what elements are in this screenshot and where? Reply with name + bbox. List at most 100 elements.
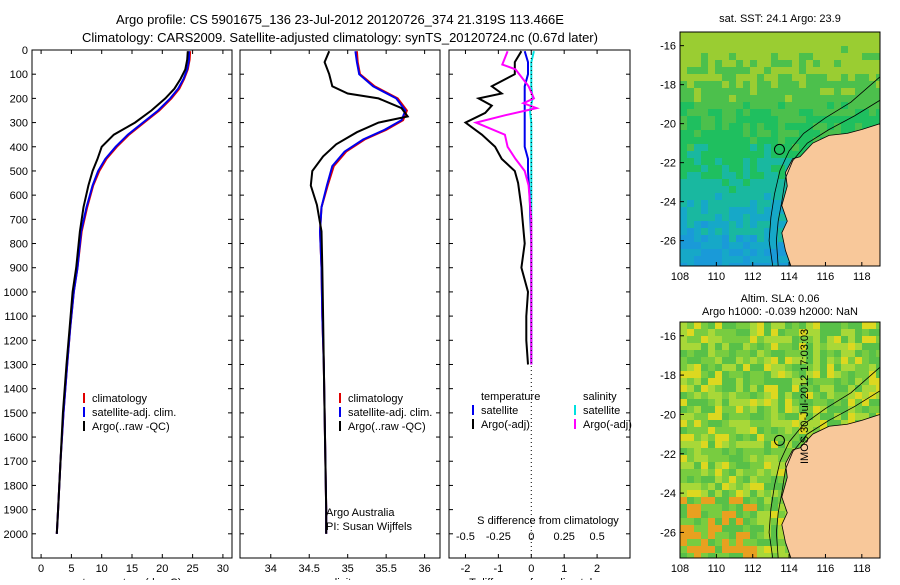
map-cell bbox=[785, 399, 792, 406]
map-cell bbox=[834, 109, 841, 116]
map-cell bbox=[827, 109, 834, 116]
map-cell bbox=[743, 179, 750, 186]
map-cell bbox=[820, 413, 827, 420]
map-cell bbox=[820, 74, 827, 81]
map-cell bbox=[708, 109, 715, 116]
map-cell bbox=[736, 81, 743, 88]
map-cell bbox=[701, 228, 708, 235]
map-cell bbox=[792, 130, 799, 137]
map-cell bbox=[778, 207, 785, 214]
map-cell bbox=[813, 123, 820, 130]
map-cell bbox=[743, 60, 750, 67]
map-cell bbox=[869, 406, 876, 413]
map-cell bbox=[771, 434, 778, 441]
map-cell bbox=[764, 525, 771, 532]
map-cell bbox=[778, 427, 785, 434]
salinity-panel: 3434.53535.536salinityclimatologysatelli… bbox=[239, 49, 441, 585]
map-cell bbox=[687, 95, 694, 102]
map-cell bbox=[715, 357, 722, 364]
map-cell bbox=[820, 81, 827, 88]
y-tick-label: 0 bbox=[22, 45, 28, 57]
map-cell bbox=[813, 39, 820, 46]
map-cell bbox=[715, 53, 722, 60]
y-tick-label: 700 bbox=[10, 214, 28, 226]
map-cell bbox=[778, 497, 785, 504]
map-cell bbox=[687, 392, 694, 399]
x-tick-label: 20 bbox=[156, 563, 168, 575]
map-cell bbox=[841, 116, 848, 123]
map-cell bbox=[799, 413, 806, 420]
map-cell bbox=[715, 109, 722, 116]
map-cell bbox=[750, 130, 757, 137]
map-cell bbox=[848, 329, 855, 336]
map-cell bbox=[750, 371, 757, 378]
map-cell bbox=[687, 46, 694, 53]
map-cell bbox=[694, 420, 701, 427]
map-cell bbox=[694, 130, 701, 137]
map-cell bbox=[750, 53, 757, 60]
map-cell bbox=[708, 532, 715, 539]
map-cell bbox=[708, 214, 715, 221]
map-cell bbox=[715, 539, 722, 546]
map-cell bbox=[694, 165, 701, 172]
map-cell bbox=[813, 385, 820, 392]
map-cell bbox=[799, 81, 806, 88]
map-cell bbox=[743, 406, 750, 413]
map-cell bbox=[680, 350, 687, 357]
map-cell bbox=[834, 371, 841, 378]
map-cell bbox=[792, 371, 799, 378]
map-cell bbox=[687, 228, 694, 235]
map-cell bbox=[736, 95, 743, 102]
y-tick-label: 500 bbox=[10, 166, 28, 178]
map-cell bbox=[736, 525, 743, 532]
map-cell bbox=[743, 553, 750, 558]
map-cell bbox=[806, 74, 813, 81]
map-cell bbox=[771, 130, 778, 137]
map-cell bbox=[736, 67, 743, 74]
map-cell bbox=[806, 364, 813, 371]
map-cell bbox=[785, 123, 792, 130]
map-cell bbox=[855, 116, 862, 123]
map-cell bbox=[715, 511, 722, 518]
map-cell bbox=[876, 336, 880, 343]
map-cell bbox=[813, 109, 820, 116]
map-cell bbox=[862, 116, 869, 123]
map-cell bbox=[778, 186, 785, 193]
map-cell bbox=[736, 130, 743, 137]
map-cell bbox=[687, 427, 694, 434]
map-cell bbox=[750, 46, 757, 53]
map-cell bbox=[792, 322, 799, 329]
map-cell bbox=[722, 532, 729, 539]
map-cell bbox=[750, 172, 757, 179]
map-cell bbox=[743, 343, 750, 350]
map-cell bbox=[750, 448, 757, 455]
map-cell bbox=[701, 60, 708, 67]
map-cell bbox=[708, 193, 715, 200]
map-cell bbox=[680, 378, 687, 385]
map-cell bbox=[785, 336, 792, 343]
map-cell bbox=[771, 420, 778, 427]
x-tick-label: 110 bbox=[708, 271, 726, 283]
map-cell bbox=[869, 102, 876, 109]
map-cell bbox=[687, 235, 694, 242]
map-cell bbox=[708, 165, 715, 172]
y-tick-label: -26 bbox=[660, 527, 676, 539]
map-cell bbox=[729, 553, 736, 558]
map-cell bbox=[848, 336, 855, 343]
map-cell bbox=[862, 67, 869, 74]
map-cell bbox=[694, 504, 701, 511]
map-cell bbox=[701, 109, 708, 116]
y-tick-label: -20 bbox=[660, 119, 676, 131]
map-cell bbox=[715, 235, 722, 242]
map-cell bbox=[869, 385, 876, 392]
map-cell bbox=[715, 46, 722, 53]
map-cell bbox=[687, 322, 694, 329]
map-cell bbox=[757, 53, 764, 60]
map-cell bbox=[750, 329, 757, 336]
map-cell bbox=[778, 539, 785, 546]
map-cell bbox=[722, 95, 729, 102]
map-cell bbox=[876, 329, 880, 336]
map-cell bbox=[708, 385, 715, 392]
map-cell bbox=[715, 151, 722, 158]
map-cell bbox=[715, 343, 722, 350]
